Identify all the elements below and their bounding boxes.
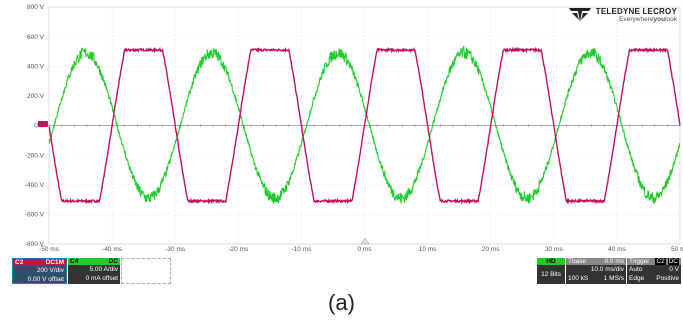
brand-tagline: Everywhereyoulook xyxy=(619,15,677,23)
trigger-source: C2 xyxy=(655,258,666,265)
x-tick-label: 50 ms xyxy=(671,246,683,253)
trigger-mode: Auto xyxy=(629,266,643,273)
x-tick-label: -20 ms xyxy=(228,246,249,253)
x-tick-label: 10 ms xyxy=(419,246,437,253)
trigger-coupling: DC xyxy=(667,258,679,265)
c4-label: C4 xyxy=(70,258,79,265)
y-tick-label: -400 V xyxy=(25,182,45,189)
x-tick-label: 40 ms xyxy=(608,246,626,253)
y-tick-label: -200 V xyxy=(25,152,45,159)
y-tick-label: 400 V xyxy=(27,63,45,70)
series-c4-trace xyxy=(48,44,681,205)
trigger-slope: Positive xyxy=(656,275,679,282)
trigger-position-marker[interactable] xyxy=(360,237,370,245)
hd-descriptor[interactable]: HD 12 Bits xyxy=(537,258,565,284)
x-tick-label: 20 ms xyxy=(482,246,500,253)
x-tick-label: -40 ms xyxy=(102,246,123,253)
trigger-type: Edge xyxy=(629,275,645,282)
hd-bits: 12 Bits xyxy=(541,271,561,278)
timebase-descriptor[interactable]: Tbase 0.0 ms 10.0 ms/div 100 kS 1 MS/s xyxy=(566,258,626,284)
x-tick-label: -50 ms xyxy=(39,246,60,253)
c2-label: C2 xyxy=(15,259,24,266)
x-tick-label: -30 ms xyxy=(165,246,186,253)
teledyne-logo-icon xyxy=(569,7,592,22)
figure-caption: (a) xyxy=(328,290,355,315)
c4-offset: 0 mA offset xyxy=(85,275,118,282)
brand-name: TELEDYNE LECROY xyxy=(595,6,677,16)
y-tick-label: 200 V xyxy=(27,93,45,100)
timebase-samples: 100 kS xyxy=(568,275,589,282)
timebase-label: Tbase xyxy=(568,258,587,265)
c2-scale: 200 V/div xyxy=(36,267,64,274)
hd-label: HD xyxy=(537,258,565,265)
y-tick-label: -800 V xyxy=(25,241,45,248)
empty-descriptor-slot[interactable] xyxy=(121,258,171,284)
series-c2-trace xyxy=(48,46,681,205)
x-axis: -50 ms -40 ms -30 ms -20 ms -10 ms 0 ms 10 ms 2… xyxy=(39,246,683,253)
y-tick-label: -600 V xyxy=(25,212,45,219)
x-tick-label: 30 ms xyxy=(545,246,563,253)
trigger-level: 0 V xyxy=(669,266,679,273)
timebase-rate: 1 MS/s xyxy=(603,275,624,282)
timebase-delay: 0.0 ms xyxy=(604,258,624,265)
timebase-scale: 10.0 ms/div xyxy=(590,266,624,273)
y-tick-label: 800 V xyxy=(27,4,45,11)
channel-c2-descriptor[interactable]: C2 DC1M 200 V/div 0.00 V offset xyxy=(12,258,67,284)
x-tick-label: -10 ms xyxy=(291,246,312,253)
trigger-label: Trigger xyxy=(629,258,650,265)
c2-coupling: DC1M xyxy=(45,259,64,266)
channel-c4-descriptor[interactable]: C4 DC 5.00 A/div 0 mA offset xyxy=(68,258,120,284)
y-tick-label: 600 V xyxy=(27,34,45,41)
c4-scale: 5.00 A/div xyxy=(89,266,118,273)
x-tick-label: 0 ms xyxy=(357,246,372,253)
c2-ground-marker[interactable] xyxy=(38,121,48,127)
c4-coupling: DC xyxy=(108,258,118,265)
trigger-descriptor[interactable]: Trigger C2 DC Auto 0 V Edge Positive xyxy=(627,258,681,284)
brand: TELEDYNE LECROY Everywhereyoulook xyxy=(569,6,677,24)
c2-offset: 0.00 V offset xyxy=(27,276,64,283)
